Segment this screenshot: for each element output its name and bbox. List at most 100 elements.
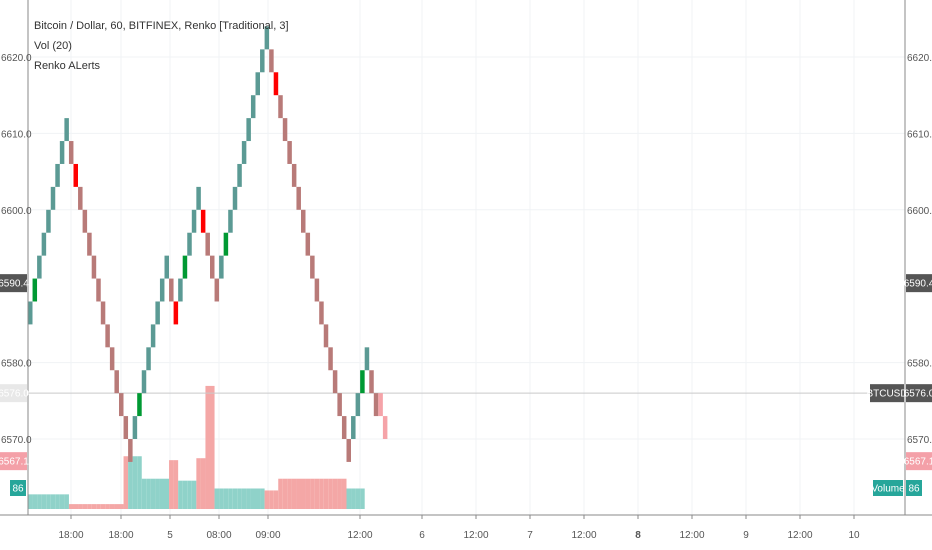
renko-brick bbox=[291, 163, 297, 187]
volume-bar bbox=[46, 494, 51, 509]
chart-legend: Bitcoin / Dollar, 60, BITFINEX, Renko [T… bbox=[34, 16, 289, 76]
volume-bar bbox=[105, 504, 110, 509]
renko-brick bbox=[191, 209, 197, 233]
vol-indicator-label[interactable]: Vol (20) bbox=[34, 40, 72, 52]
time-tick-label: 6 bbox=[419, 530, 425, 541]
symbol-title[interactable]: Bitcoin / Dollar, 60, BITFINEX, Renko [T… bbox=[34, 20, 289, 32]
renko-brick bbox=[164, 255, 169, 279]
renko-brick bbox=[100, 301, 106, 325]
renko-brick bbox=[369, 370, 374, 394]
volume-bar bbox=[305, 478, 311, 509]
volume-bar bbox=[196, 458, 201, 509]
renko-brick bbox=[82, 209, 88, 233]
time-tick-label: 12:00 bbox=[679, 530, 704, 541]
volume-bar bbox=[264, 490, 270, 509]
renko-brick bbox=[146, 347, 151, 371]
volume-value-badge-left-bg bbox=[10, 480, 26, 496]
volume-bar bbox=[314, 478, 320, 509]
volume-bar bbox=[141, 478, 147, 509]
renko-brick bbox=[337, 393, 342, 417]
grid bbox=[28, 0, 905, 515]
volume-bar bbox=[73, 504, 79, 509]
volume-bar bbox=[205, 385, 210, 509]
renko-brick bbox=[173, 301, 179, 325]
volume-bar bbox=[255, 488, 261, 509]
volume-bar bbox=[310, 478, 315, 509]
volume-bar bbox=[182, 480, 188, 509]
renko-brick bbox=[55, 163, 60, 187]
volume-bar bbox=[109, 504, 115, 509]
volume-value-badge-left: 86 bbox=[12, 484, 24, 495]
renko-brick bbox=[210, 255, 215, 279]
current-price-badge-left: 6576.0 bbox=[0, 389, 29, 400]
renko-brick bbox=[255, 72, 260, 96]
price-tick-label-right: 6580.0 bbox=[907, 359, 932, 370]
renko-brick bbox=[250, 95, 256, 119]
renko-brick bbox=[246, 118, 251, 142]
volume-bar bbox=[341, 478, 347, 509]
last-price-badge-left-bg bbox=[0, 274, 27, 293]
volume-bar bbox=[78, 504, 83, 509]
renko-brick bbox=[68, 141, 74, 164]
volume-bar bbox=[332, 478, 338, 509]
renko-brick bbox=[341, 416, 347, 439]
time-tick-label: 18:00 bbox=[58, 530, 83, 541]
projection-brick bbox=[382, 416, 388, 439]
volume-bar bbox=[100, 504, 106, 509]
volume-bar bbox=[282, 478, 288, 509]
renko-brick bbox=[155, 301, 160, 325]
renko-brick bbox=[355, 393, 361, 417]
renko-brick bbox=[128, 439, 133, 462]
lower-price-badge-left: 6567.1 bbox=[0, 457, 29, 468]
renko-brick bbox=[310, 255, 315, 279]
renko-brick bbox=[214, 278, 220, 302]
renko-brick bbox=[132, 416, 138, 439]
renko-brick bbox=[305, 232, 311, 256]
renko-brick bbox=[169, 278, 174, 302]
lower-price-badge-left-bg bbox=[0, 452, 27, 471]
volume-bar bbox=[169, 460, 174, 509]
volume-bar bbox=[137, 456, 142, 509]
volume-bar bbox=[237, 488, 242, 509]
lower-price-badge-right-bg bbox=[906, 452, 932, 471]
price-tick-label-left: 6620.0 bbox=[1, 53, 32, 64]
renko-brick bbox=[287, 141, 292, 164]
renko-brick bbox=[319, 301, 324, 325]
renko-brick bbox=[232, 186, 238, 210]
volume-bar bbox=[346, 488, 352, 509]
renko-brick bbox=[264, 26, 270, 50]
current-price-badge-right-bg bbox=[906, 384, 932, 403]
renko-brick bbox=[28, 301, 33, 325]
volume-bar bbox=[351, 488, 356, 509]
lower-price-badge-right: 6567.1 bbox=[904, 457, 932, 468]
renko-brick bbox=[73, 163, 78, 187]
renko-brick bbox=[260, 49, 265, 73]
price-tick-label-left: 6610.0 bbox=[1, 129, 32, 140]
volume-bar bbox=[128, 456, 133, 509]
volume-bar bbox=[337, 478, 342, 509]
volume-bar bbox=[132, 456, 138, 509]
volume-bar bbox=[241, 488, 247, 509]
renko-brick bbox=[87, 232, 92, 256]
renko-brick bbox=[351, 416, 356, 439]
price-tick-label-left: 6600.0 bbox=[1, 206, 32, 217]
time-tick-label: 12:00 bbox=[347, 530, 372, 541]
price-tick-label-left: 6580.0 bbox=[1, 359, 32, 370]
volume-bar bbox=[37, 494, 42, 509]
volume-bar bbox=[91, 504, 97, 509]
volume-bar bbox=[178, 480, 183, 509]
renko-brick bbox=[46, 209, 51, 233]
renko-brick bbox=[332, 370, 338, 394]
renko-bricks bbox=[28, 26, 388, 462]
renko-alerts-label[interactable]: Renko ALerts bbox=[34, 60, 101, 72]
last-price-badge-right: 6590.4 bbox=[904, 279, 932, 290]
renko-brick bbox=[282, 118, 288, 142]
volume-bar bbox=[246, 488, 251, 509]
volume-bar bbox=[159, 478, 165, 509]
renko-brick bbox=[219, 255, 224, 279]
volume-bar bbox=[59, 494, 65, 509]
renko-brick bbox=[187, 232, 192, 256]
renko-brick bbox=[109, 347, 115, 371]
